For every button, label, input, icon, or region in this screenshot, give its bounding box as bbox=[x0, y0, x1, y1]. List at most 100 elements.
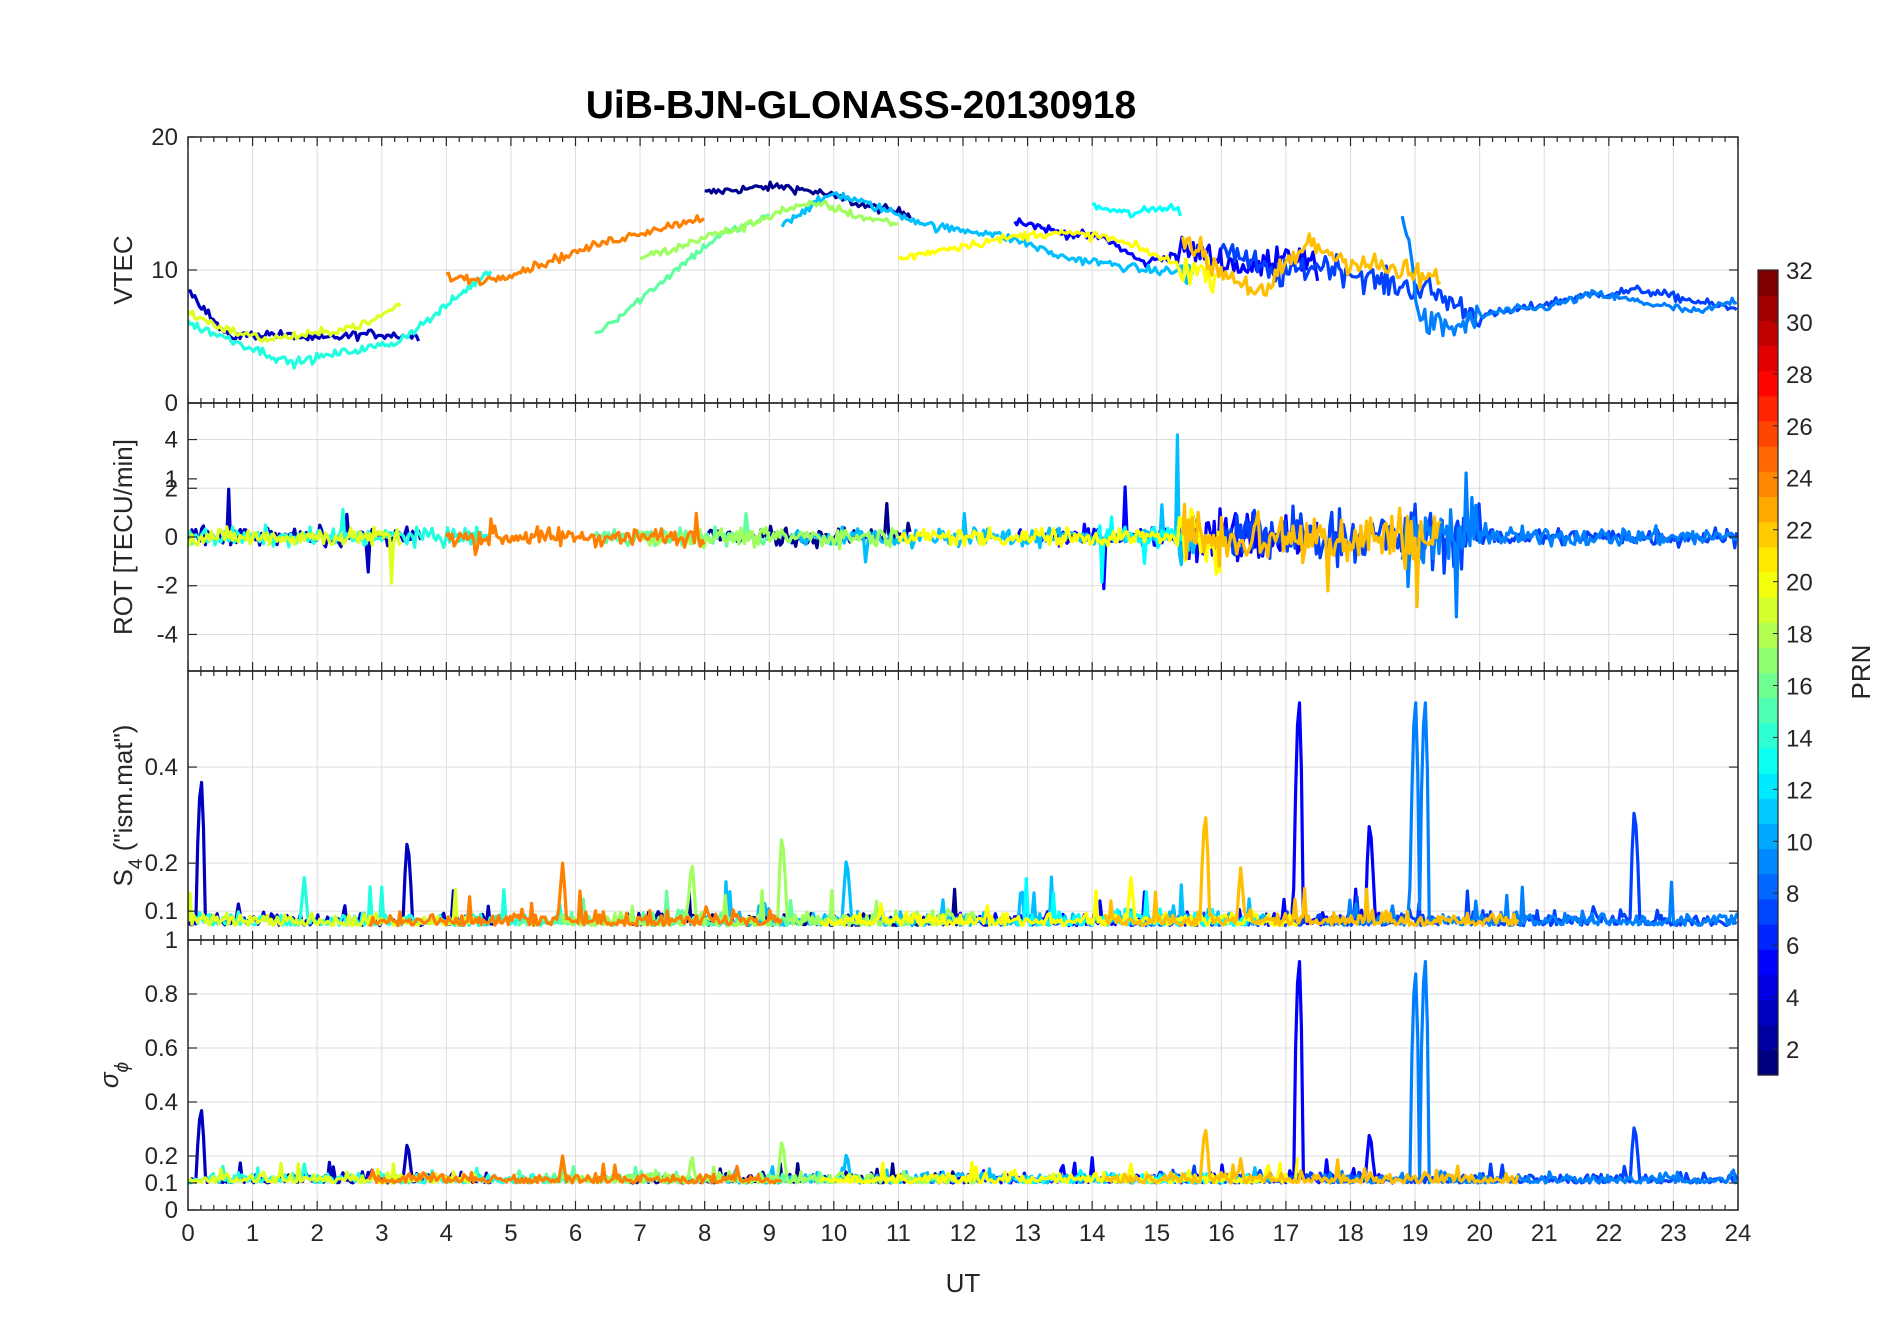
series-line-prn-8 bbox=[1323, 701, 1738, 928]
series-line-prn-8 bbox=[1400, 215, 1738, 338]
series-line-prn-20 bbox=[819, 1157, 1300, 1185]
colorbar-swatch bbox=[1758, 345, 1778, 372]
colorbar-swatch bbox=[1758, 672, 1778, 699]
series-group bbox=[188, 180, 1738, 370]
x-tick-label: 0 bbox=[181, 1220, 194, 1247]
series-line-prn-2 bbox=[188, 1109, 499, 1185]
colorbar-swatch bbox=[1758, 823, 1778, 850]
x-tick-label: 24 bbox=[1725, 1220, 1752, 1247]
y-axis-label-rest: ("ism.mat") bbox=[108, 725, 138, 859]
x-tick-label: 13 bbox=[1014, 1220, 1041, 1247]
x-tick-label: 17 bbox=[1273, 1220, 1300, 1247]
y-tick-label: -4 bbox=[157, 621, 178, 648]
colorbar-swatch bbox=[1758, 747, 1778, 774]
colorbar-swatch bbox=[1758, 898, 1778, 925]
y-axis-label-main: S bbox=[108, 869, 138, 886]
y-tick-label: 1 bbox=[165, 927, 178, 954]
series-line-prn-2 bbox=[188, 780, 499, 928]
colorbar-swatch bbox=[1758, 420, 1778, 447]
series-line-prn-10 bbox=[781, 433, 1197, 567]
colorbar-swatch bbox=[1758, 521, 1778, 548]
y-tick-label: 0.2 bbox=[145, 850, 178, 877]
y-axis-label: VTEC bbox=[108, 235, 138, 304]
y-tick-label: 0 bbox=[165, 524, 178, 551]
y-tick-label: 0.6 bbox=[145, 1035, 178, 1062]
colorbar-swatch bbox=[1758, 571, 1778, 598]
series-line-prn-6 bbox=[1142, 811, 1738, 928]
x-tick-label: 15 bbox=[1143, 1220, 1170, 1247]
x-tick-label: 22 bbox=[1595, 1220, 1622, 1247]
x-tick-label: 5 bbox=[504, 1220, 517, 1247]
colorbar-swatch bbox=[1758, 370, 1778, 397]
x-tick-label: 18 bbox=[1337, 1220, 1364, 1247]
colorbar-tick-label: 30 bbox=[1786, 310, 1813, 337]
colorbar-tick-label: 22 bbox=[1786, 518, 1813, 545]
colorbar-swatch bbox=[1758, 546, 1778, 573]
x-tick-label: 3 bbox=[375, 1220, 388, 1247]
y-tick-label: 0.1 bbox=[145, 898, 178, 925]
y-axis-label: ROT [TECU/min] bbox=[108, 439, 138, 635]
y-tick-label: 10 bbox=[151, 257, 178, 284]
colorbar-tick-label: 18 bbox=[1786, 622, 1813, 649]
series-line-prn-12 bbox=[1092, 202, 1182, 219]
y-tick-label: 0.4 bbox=[145, 1089, 178, 1116]
y-tick-label: 1 bbox=[165, 466, 178, 493]
panel-s4: 0.1 0.2 0.4 1 S4 ("ism.mat") bbox=[108, 466, 1739, 941]
x-tick-label: 12 bbox=[950, 1220, 977, 1247]
colorbar-tick-label: 10 bbox=[1786, 829, 1813, 856]
y-axis-label-sub: 4 bbox=[126, 858, 147, 869]
x-tick-label: 11 bbox=[886, 1220, 911, 1247]
colorbar-tick-label: 26 bbox=[1786, 414, 1813, 441]
colorbar-swatch bbox=[1758, 722, 1778, 749]
y-axis-label-main: σ bbox=[94, 1071, 124, 1088]
colorbar-swatch bbox=[1758, 949, 1778, 975]
colorbar-tick-label: 28 bbox=[1786, 362, 1813, 389]
colorbar-tick-label: 32 bbox=[1786, 258, 1813, 285]
x-axis-label: UT bbox=[946, 1268, 981, 1298]
colorbar-tick-label: 8 bbox=[1786, 881, 1799, 908]
series-group bbox=[188, 960, 1738, 1185]
series-line-prn-15 bbox=[516, 889, 849, 928]
series-line-prn-6 bbox=[1219, 242, 1738, 328]
series-line-prn-22 bbox=[1181, 502, 1442, 609]
colorbar-swatch bbox=[1758, 446, 1778, 472]
series-line-prn-20 bbox=[897, 507, 1222, 576]
y-tick-label: 4 bbox=[165, 427, 178, 454]
y-tick-label: 20 bbox=[151, 124, 178, 151]
y-axis-label: S4 ("ism.mat") bbox=[108, 725, 147, 887]
colorbar-tick-label: 16 bbox=[1786, 673, 1813, 700]
colorbar-tick-label: 12 bbox=[1786, 777, 1813, 804]
colorbar-swatch bbox=[1758, 270, 1778, 296]
y-tick-label: 0 bbox=[165, 390, 178, 417]
colorbar-swatch bbox=[1758, 647, 1778, 674]
series-line-prn-8 bbox=[1323, 960, 1738, 1185]
series-line-prn-22 bbox=[1103, 1128, 1520, 1185]
colorbar-tick-label: 6 bbox=[1786, 933, 1799, 960]
series-line-prn-20 bbox=[897, 229, 1221, 294]
y-tick-label: 2 bbox=[165, 475, 178, 502]
series-line-prn-13 bbox=[188, 270, 493, 370]
colorbar-tick-label: 4 bbox=[1786, 985, 1799, 1012]
colorbar-tick-label: 14 bbox=[1786, 725, 1813, 752]
colorbar-swatch bbox=[1758, 295, 1778, 321]
series-line-prn-17 bbox=[638, 526, 900, 551]
colorbar-swatch bbox=[1758, 320, 1778, 347]
colorbar-swatch bbox=[1758, 622, 1778, 648]
colorbar-tick-label: 2 bbox=[1786, 1037, 1799, 1064]
y-tick-label: 0.4 bbox=[145, 754, 178, 781]
y-axis-label-sub: ϕ bbox=[112, 1062, 133, 1073]
x-tick-label: 23 bbox=[1660, 1220, 1687, 1247]
colorbar-swatch bbox=[1758, 395, 1778, 422]
colorbar-swatch bbox=[1758, 1024, 1778, 1051]
y-tick-label: 0.2 bbox=[145, 1143, 178, 1170]
x-tick-label: 20 bbox=[1466, 1220, 1493, 1247]
colorbar-swatch bbox=[1758, 848, 1778, 875]
colorbar-swatch bbox=[1758, 873, 1778, 900]
colorbar-swatch bbox=[1758, 798, 1778, 825]
colorbar-swatch bbox=[1758, 496, 1778, 523]
x-tick-label: 6 bbox=[569, 1220, 582, 1247]
colorbar-swatch bbox=[1758, 924, 1778, 950]
